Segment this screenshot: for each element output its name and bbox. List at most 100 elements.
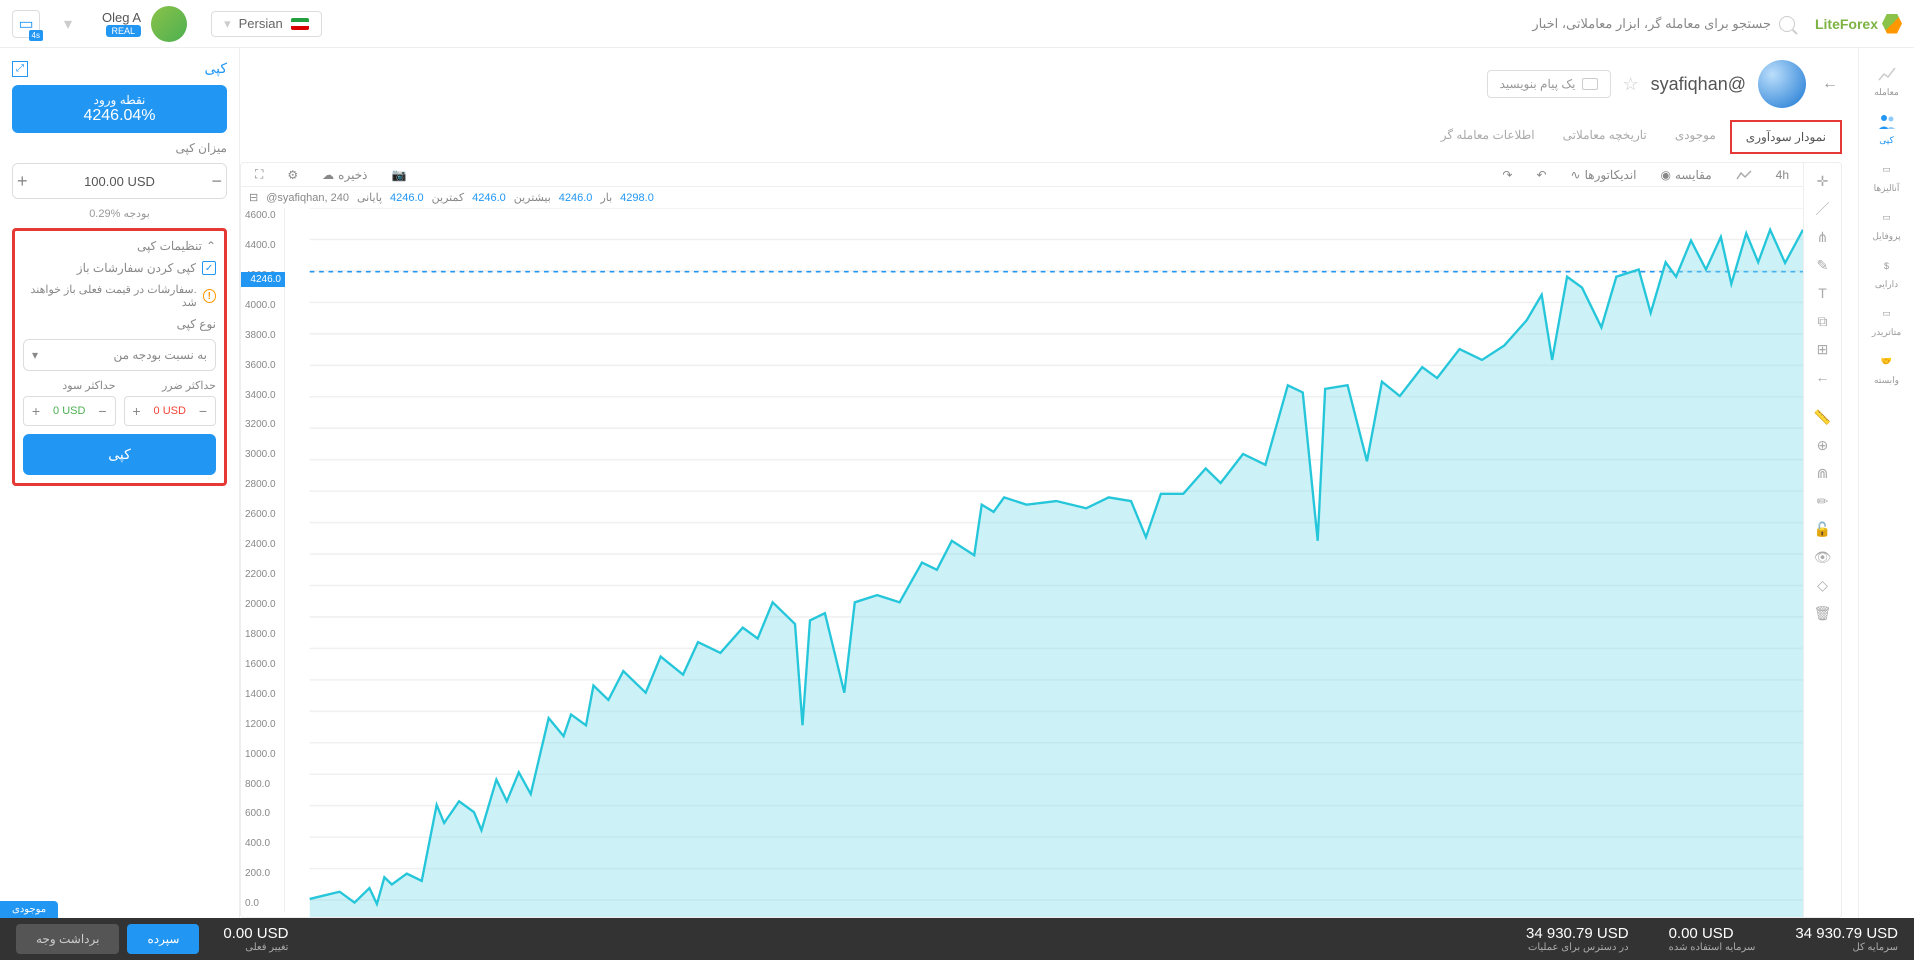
tool-crosshair[interactable]: ✛ xyxy=(1804,167,1841,195)
footer-available: 34 930.79 USD در دسترس برای عملیات xyxy=(1526,925,1629,953)
profit-increase[interactable]: + xyxy=(24,397,48,425)
entry-value: 4246.04% xyxy=(20,107,219,125)
search-icon xyxy=(1779,16,1795,32)
search-placeholder: جستجو برای معامله گر، ابزار معاملاتی، اخ… xyxy=(1532,16,1771,32)
nav-profile[interactable]: ▭پروفایل xyxy=(1863,200,1911,248)
max-loss-value: 0 USD xyxy=(149,397,192,425)
sidebar-nav: معامله کپی ▭آنالیزها ▭پروفایل $دارایی ▭م… xyxy=(1858,48,1914,918)
tool-brush[interactable]: ✎ xyxy=(1804,251,1841,279)
redo-button[interactable]: ↷ xyxy=(1496,164,1518,186)
tab-balance[interactable]: موجودی xyxy=(1661,120,1730,154)
search-bar[interactable]: جستجو برای معامله گر، ابزار معاملاتی، اخ… xyxy=(334,16,1795,32)
copy-button[interactable]: کپی xyxy=(23,434,216,475)
footer-change: 0.00 USD تغییر فعلی xyxy=(223,925,288,953)
trader-avatar xyxy=(1758,60,1806,108)
max-loss-label: حداکثر ضرر xyxy=(124,379,217,392)
entry-label: نقطه ورود xyxy=(20,93,219,107)
nav-finance[interactable]: $دارایی xyxy=(1863,248,1911,296)
profile-tabs: نمودار سودآوری موجودی تاریخچه معاملاتی ا… xyxy=(240,120,1842,154)
favorite-button[interactable]: ☆ xyxy=(1623,74,1639,95)
copy-settings-box: ⌃ تنظیمات کپی ✓ کپی کردن سفارشات باز ! .… xyxy=(12,228,227,486)
copy-type-select[interactable]: به نسبت بودجه من ▾ xyxy=(23,339,216,371)
wave-icon: ∿ xyxy=(1571,168,1581,182)
tab-profitability[interactable]: نمودار سودآوری xyxy=(1730,120,1842,154)
tool-pattern[interactable]: ⧉ xyxy=(1804,307,1841,335)
chart-type-button[interactable] xyxy=(1730,165,1758,185)
user-avatar xyxy=(151,6,187,42)
max-loss-stepper: − 0 USD + xyxy=(124,396,217,426)
deposit-button[interactable]: سپرده xyxy=(127,924,199,954)
user-menu[interactable]: Oleg A REAL ▾ xyxy=(52,2,199,46)
copy-panel: کپی ⤢ نقطه ورود 4246.04% میزان کپی − + ب… xyxy=(0,48,240,918)
tool-line[interactable]: ／ xyxy=(1804,195,1841,223)
y-axis: 4600.04400.04200.04000.03800.03600.03400… xyxy=(241,208,285,912)
nav-copy[interactable]: کپی xyxy=(1863,104,1911,152)
balance-tab[interactable]: موجودی xyxy=(0,901,58,918)
undo-button[interactable]: ↶ xyxy=(1530,164,1552,186)
amount-input[interactable] xyxy=(32,164,208,198)
tool-organize[interactable]: ◇ xyxy=(1804,571,1841,599)
tool-magnet[interactable]: ⋒ xyxy=(1804,459,1841,487)
tool-delete[interactable]: 🗑 xyxy=(1804,599,1841,627)
settings-button[interactable]: ⚙ xyxy=(281,164,304,186)
fullscreen-button[interactable]: ⛶ xyxy=(249,163,269,186)
window-icon: ▭ xyxy=(1876,303,1898,325)
max-profit-stepper: − 0 USD + xyxy=(23,396,116,426)
entry-point-box: نقطه ورود 4246.04% xyxy=(12,85,227,133)
top-header: LiteForex جستجو برای معامله گر، ابزار مع… xyxy=(0,0,1914,48)
flag-icon xyxy=(291,18,309,30)
max-profit-label: حداکثر سود xyxy=(23,379,116,392)
tool-visibility[interactable]: 👁 xyxy=(1804,543,1841,571)
loss-decrease[interactable]: − xyxy=(191,397,215,425)
checkbox-icon: ✓ xyxy=(202,261,216,275)
amount-decrease[interactable]: − xyxy=(208,164,227,198)
screenshot-button[interactable]: 📷 xyxy=(385,164,412,186)
logo[interactable]: LiteForex xyxy=(1815,14,1902,34)
tool-draw-lock[interactable]: ✏ xyxy=(1804,487,1841,515)
nav-trade[interactable]: معامله xyxy=(1863,56,1911,104)
timeframe-selector[interactable]: 4h xyxy=(1770,164,1795,186)
settings-title[interactable]: ⌃ تنظیمات کپی xyxy=(23,239,216,253)
dollar-icon: $ xyxy=(1876,255,1898,277)
nav-affiliate[interactable]: 🤝وابسته xyxy=(1863,344,1911,392)
message-button[interactable]: یک پیام بنویسید xyxy=(1487,70,1611,98)
amount-increase[interactable]: + xyxy=(13,164,32,198)
nav-metatrader[interactable]: ▭متاتریدر xyxy=(1863,296,1911,344)
symbol-label: @syafiqhan, 240 xyxy=(266,192,349,204)
warning-row: ! .سفارشات در قیمت فعلی باز خواهند شد xyxy=(23,283,216,309)
chart-plot[interactable]: 4600.04400.04200.04000.03800.03600.03400… xyxy=(241,208,1803,918)
people-icon xyxy=(1876,111,1898,133)
indicators-button[interactable]: اندیکاتورها ∿ xyxy=(1565,164,1643,186)
warning-icon: ! xyxy=(203,289,216,303)
tool-zoom[interactable]: ⊕ xyxy=(1804,431,1841,459)
language-selector[interactable]: Persian ▾ xyxy=(211,11,322,37)
nav-analytics[interactable]: ▭آنالیزها xyxy=(1863,152,1911,200)
compare-icon: ◉ xyxy=(1661,168,1671,182)
profit-decrease[interactable]: − xyxy=(91,397,115,425)
amount-stepper: − + xyxy=(12,163,227,199)
tool-fork[interactable]: ⋔ xyxy=(1804,223,1841,251)
compare-button[interactable]: مقایسه ◉ xyxy=(1655,164,1718,186)
drawing-tools: ✛ ／ ⋔ ✎ T ⧉ ⊞ ← 📏 ⊕ ⋒ ✏ 🔓 👁 ◇ 🗑 xyxy=(1803,163,1841,917)
chart-icon xyxy=(1876,63,1898,85)
expand-button[interactable]: ⤢ xyxy=(12,61,28,77)
tab-trader-info[interactable]: اطلاعات معامله گر xyxy=(1427,120,1549,154)
withdraw-button[interactable]: برداشت وجه xyxy=(16,924,119,954)
notif-badge: 4s xyxy=(29,30,43,41)
tool-forecast[interactable]: ⊞ xyxy=(1804,335,1841,363)
tool-lock[interactable]: 🔓 xyxy=(1804,515,1841,543)
tab-history[interactable]: تاریخچه معاملاتی xyxy=(1549,120,1661,154)
footer-bar: 34 930.79 USD سرمایه‌ کل 0.00 USD سرمایه… xyxy=(0,918,1914,960)
tool-ruler[interactable]: 📏 xyxy=(1804,403,1841,431)
tool-undo[interactable]: ← xyxy=(1804,363,1841,391)
save-button[interactable]: ذخیره ☁ xyxy=(316,164,373,186)
user-name: Oleg A xyxy=(102,10,141,25)
notifications-button[interactable]: ▭ 4s xyxy=(12,10,40,38)
budget-text: بودجه %0.29 xyxy=(12,207,227,220)
back-button[interactable]: ← xyxy=(1818,72,1842,96)
copy-open-checkbox-row[interactable]: ✓ کپی کردن سفارشات باز xyxy=(23,261,216,275)
loss-increase[interactable]: + xyxy=(125,397,149,425)
tool-text[interactable]: T xyxy=(1804,279,1841,307)
document-icon: ▭ xyxy=(1876,159,1898,181)
collapse-icon[interactable]: ⊟ xyxy=(249,191,258,204)
